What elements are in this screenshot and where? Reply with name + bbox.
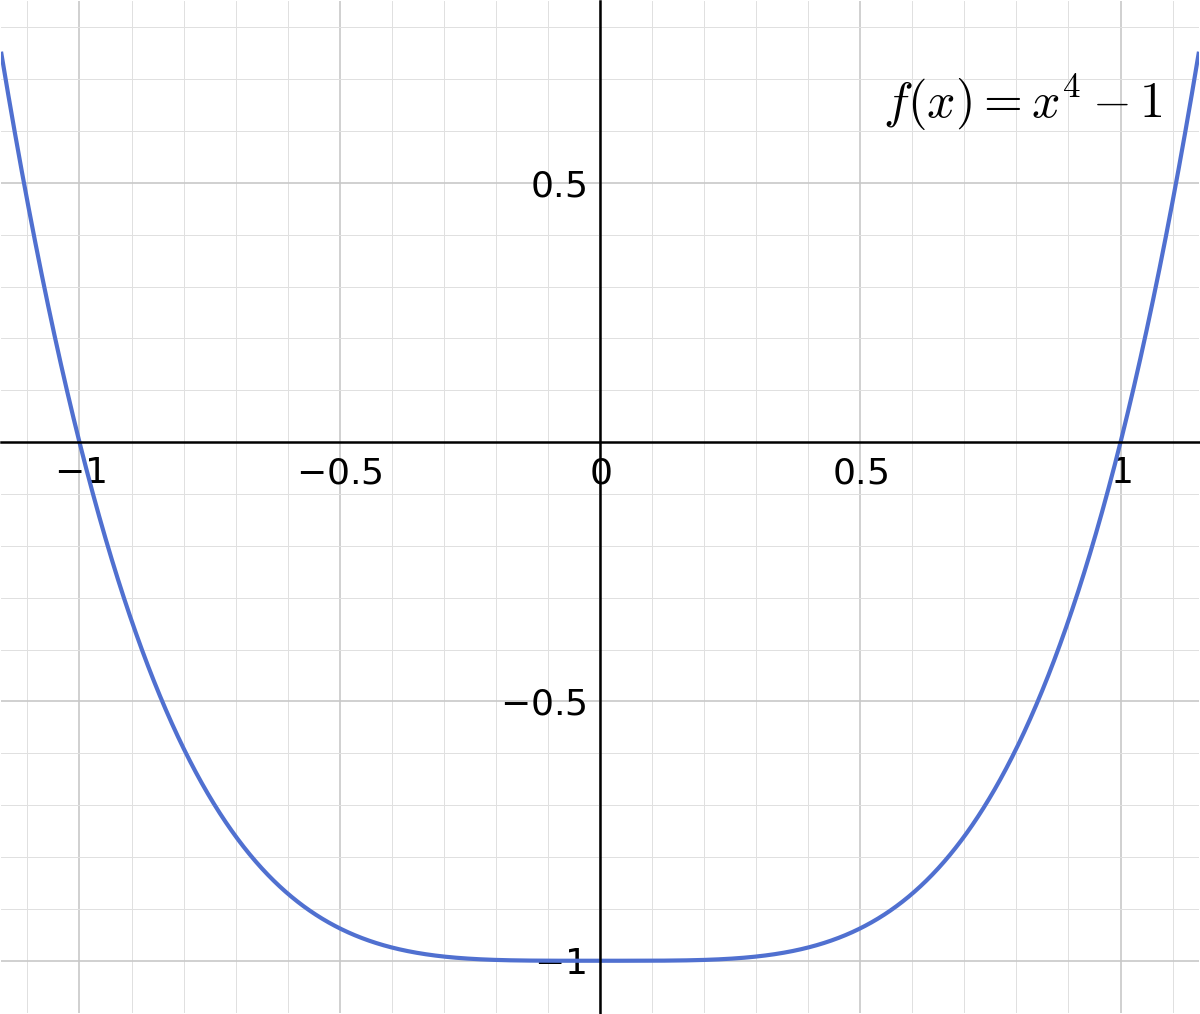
- Text: $f(x) = x^4 - 1$: $f(x) = x^4 - 1$: [883, 72, 1163, 133]
